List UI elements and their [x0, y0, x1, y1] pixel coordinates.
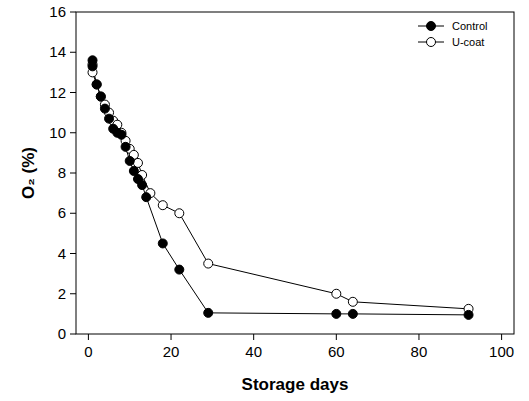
- series-point: [332, 289, 341, 298]
- x-tick: [253, 334, 254, 340]
- x-tick-label: 100: [489, 343, 514, 360]
- series-point: [348, 309, 357, 318]
- series-point: [121, 142, 130, 151]
- series-line: [93, 60, 469, 315]
- y-tick: [70, 293, 76, 294]
- series-point: [348, 297, 357, 306]
- x-tick-label: 60: [328, 343, 345, 360]
- x-tick-label: 80: [411, 343, 428, 360]
- y-tick: [70, 213, 76, 214]
- y-tick-label: 0: [58, 325, 66, 342]
- x-tick-label: 0: [84, 343, 92, 360]
- series-line: [93, 64, 469, 309]
- y-tick-label: 10: [49, 124, 66, 141]
- y-tick-label: 2: [58, 285, 66, 302]
- series-point: [96, 92, 105, 101]
- series-point: [100, 104, 109, 113]
- x-tick: [336, 334, 337, 340]
- plot-frame: [76, 12, 514, 334]
- series-point: [88, 62, 97, 71]
- y-tick: [70, 173, 76, 174]
- y-tick: [70, 132, 76, 133]
- x-tick-label: 20: [163, 343, 180, 360]
- y-axis-label: O₂ (%): [19, 147, 38, 199]
- legend: Control U-coat: [418, 20, 487, 48]
- series-point: [105, 114, 114, 123]
- legend-marker: [427, 22, 436, 31]
- series-point: [332, 309, 341, 318]
- x-tick: [418, 334, 419, 340]
- series-point: [464, 310, 473, 319]
- legend-label: U-coat: [452, 36, 484, 48]
- y-tick-label: 6: [58, 204, 66, 221]
- x-tick: [171, 334, 172, 340]
- series-point: [204, 259, 213, 268]
- series-point: [158, 201, 167, 210]
- series-point: [175, 265, 184, 274]
- series-point: [158, 239, 167, 248]
- series-point: [175, 209, 184, 218]
- x-tick: [501, 334, 502, 340]
- series-point: [138, 181, 147, 190]
- series-point: [92, 80, 101, 89]
- y-tick: [70, 52, 76, 53]
- y-tick: [70, 12, 76, 13]
- series-point: [92, 80, 101, 89]
- legend-label: Control: [452, 20, 487, 32]
- x-axis-label: Storage days: [242, 375, 349, 394]
- y-tick-label: 16: [49, 3, 66, 20]
- series-point: [96, 92, 105, 101]
- series-point: [204, 308, 213, 317]
- y-tick-label: 12: [49, 84, 66, 101]
- y-tick: [70, 253, 76, 254]
- y-tick: [70, 92, 76, 93]
- legend-marker: [427, 38, 436, 47]
- y-tick-label: 8: [58, 164, 66, 181]
- x-tick-label: 40: [245, 343, 262, 360]
- series-point: [117, 130, 126, 139]
- series-point: [142, 193, 151, 202]
- y-tick-label: 4: [58, 245, 66, 262]
- chart: 0 20 40 60 80 100 0 2 4 6 8 10 12 14 16 Storage days O₂ …: [0, 0, 529, 401]
- plot-area: [88, 56, 473, 320]
- x-tick: [88, 334, 89, 340]
- y-tick: [70, 334, 76, 335]
- y-tick-label: 14: [49, 43, 66, 60]
- series-point: [125, 156, 134, 165]
